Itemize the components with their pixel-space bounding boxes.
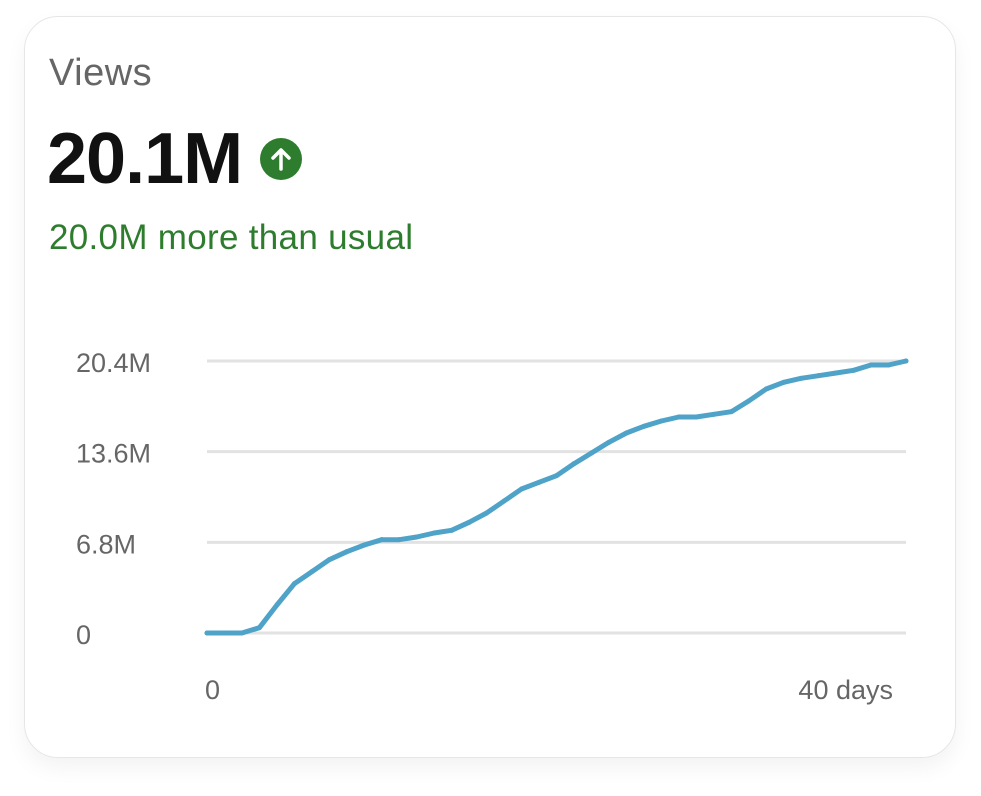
metric-value: 20.1M [47,119,243,199]
data-point [466,519,472,525]
data-point [344,549,350,555]
y-tick-label: 6.8M [76,529,136,559]
data-point [763,386,769,392]
x-tick-label: 0 [205,675,220,705]
data-point [256,625,262,631]
data-point [291,581,297,587]
series-line [204,358,909,636]
data-point [239,630,245,636]
card-title: Views [49,52,153,94]
data-point [519,486,525,492]
data-point [781,379,787,385]
arrow-up-circle-icon [260,138,303,180]
data-point [501,498,507,504]
data-point [728,409,734,415]
data-point [431,530,437,536]
data-point [606,439,612,445]
data-point [221,630,227,636]
data-point [746,398,752,404]
data-point [886,362,892,368]
data-point [676,414,682,420]
data-point [274,602,280,608]
x-tick-label: 40 days [798,675,893,705]
data-point [536,479,542,485]
data-point [711,411,717,417]
data-point [309,569,315,575]
data-point [851,367,857,373]
data-point [396,537,402,543]
y-tick-label: 20.4M [76,348,151,378]
comparison-text: 20.0M more than usual [49,218,414,257]
y-tick-label: 0 [76,620,91,650]
data-point [361,542,367,548]
data-point [414,534,420,540]
data-point [658,418,664,424]
data-point [449,527,455,533]
data-point [379,537,385,543]
data-point [816,373,822,379]
data-point [204,630,210,636]
data-point [641,423,647,429]
data-point [588,450,594,456]
data-point [868,362,874,368]
data-point [903,358,909,364]
data-point [623,430,629,436]
data-point [798,375,804,381]
data-point [833,370,839,376]
data-point [326,557,332,563]
data-point [693,414,699,420]
data-point [484,510,490,516]
metric-row: 20.1M [47,118,303,200]
data-point [571,461,577,467]
data-point [554,473,559,479]
y-tick-label: 13.6M [76,439,151,469]
